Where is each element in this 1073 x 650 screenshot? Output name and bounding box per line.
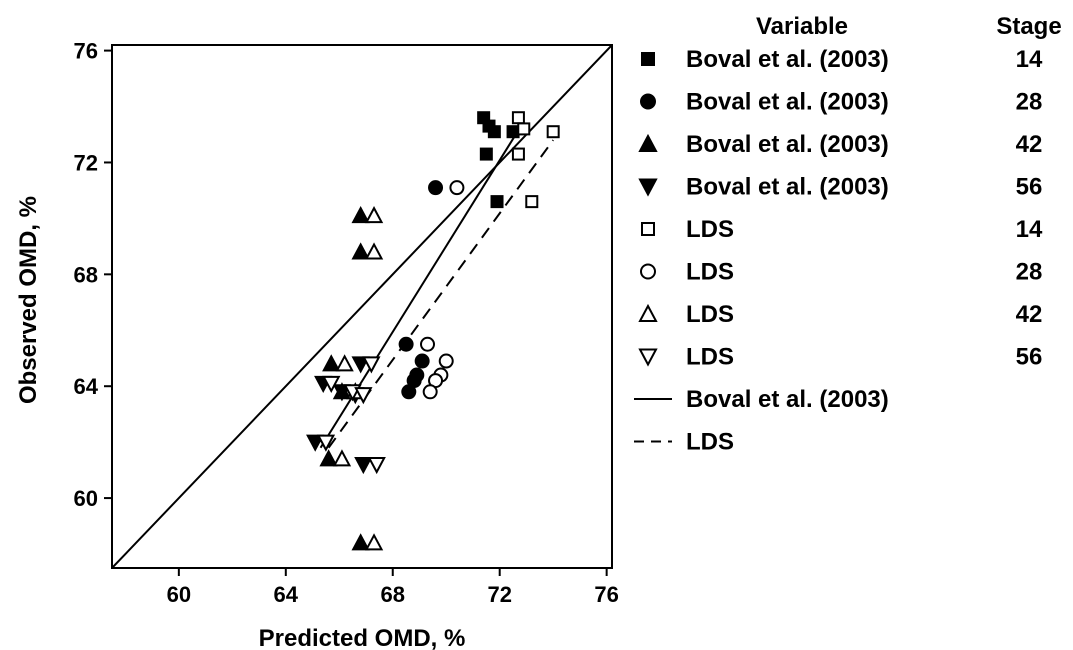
legend-marker-filled-square — [641, 52, 655, 66]
point-filled-triangle-up-stage-42-1 — [351, 242, 370, 260]
legend-marker-open-triangle-down — [638, 348, 658, 367]
point-open-triangle-down-stage-56-4 — [316, 434, 336, 452]
point-open-triangle-up-stage-42-4 — [332, 449, 352, 467]
point-filled-square-stage-14-2 — [487, 125, 501, 139]
legend-line-label: Boval et al. (2003) — [686, 386, 889, 413]
point-open-circle-stage-28-0 — [449, 180, 465, 196]
point-open-circle-stage-28-2 — [438, 353, 454, 369]
point-filled-triangle-up-stage-42-4 — [319, 449, 338, 467]
point-filled-triangle-down-stage-56-0 — [351, 356, 370, 374]
point-open-triangle-up-stage-42-5 — [364, 533, 384, 551]
point-open-square-stage-14-2 — [546, 125, 560, 139]
legend-label: LDS — [686, 344, 734, 371]
point-open-triangle-down-stage-56-3 — [354, 387, 373, 405]
x-tick-label: 64 — [274, 582, 299, 607]
legend-label: LDS — [686, 216, 734, 243]
legend-header-variable: Variable — [756, 13, 848, 40]
point-filled-triangle-up-stage-42-5 — [351, 533, 370, 551]
point-filled-triangle-up-stage-42-0 — [351, 205, 370, 224]
point-filled-circle-stage-28-2 — [414, 353, 430, 369]
legend-marker-filled-triangle-down — [638, 178, 658, 197]
legend-label: LDS — [686, 301, 734, 328]
point-filled-triangle-down-stage-56-4 — [306, 434, 325, 452]
point-open-square-stage-14-4 — [525, 195, 539, 209]
y-tick-label: 72 — [74, 150, 98, 175]
axes: 60 64 68 72 76 60 64 68 72 76 — [74, 39, 619, 607]
legend-label: Boval et al. (2003) — [686, 46, 889, 73]
legend-stage: 14 — [1016, 216, 1043, 243]
legend-label: Boval et al. (2003) — [686, 131, 889, 158]
plot-area — [112, 45, 612, 568]
point-filled-square-stage-14-5 — [490, 195, 504, 209]
legend: Boval et al. (2003) 14 Boval et al. (2003)… — [634, 46, 1043, 456]
y-tick-label: 76 — [74, 39, 98, 64]
y-tick-label: 60 — [74, 486, 98, 511]
point-filled-triangle-down-stage-56-2 — [332, 384, 352, 402]
legend-stage: 28 — [1016, 89, 1043, 116]
point-open-square-stage-14-3 — [511, 147, 525, 161]
x-tick-label: 76 — [594, 582, 618, 607]
point-open-triangle-up-stage-42-1 — [364, 242, 384, 260]
point-open-triangle-down-stage-56-5 — [367, 457, 386, 475]
legend-line-label: LDS — [686, 429, 734, 456]
legend-label: LDS — [686, 259, 734, 286]
point-filled-circle-stage-28-0 — [428, 180, 444, 196]
legend-marker-open-square — [641, 222, 655, 236]
plot-frame — [111, 44, 613, 569]
point-filled-square-stage-14-4 — [506, 125, 520, 139]
y-axis-title: Observed OMD, % — [15, 196, 42, 404]
x-tick-label: 72 — [487, 582, 511, 607]
legend-stage: 42 — [1016, 301, 1043, 328]
legend-label: Boval et al. (2003) — [686, 89, 889, 116]
point-open-square-stage-14-0 — [511, 111, 525, 125]
point-filled-square-stage-14-3 — [479, 147, 493, 161]
point-filled-circle-stage-28-5 — [401, 384, 417, 400]
point-open-triangle-down-stage-56-0 — [362, 356, 381, 374]
legend-marker-filled-circle — [640, 93, 656, 110]
point-open-triangle-up-stage-42-2 — [335, 354, 354, 372]
y-tick-label: 64 — [74, 374, 99, 399]
legend-marker-open-circle — [640, 263, 656, 280]
legend-stage: 56 — [1016, 174, 1043, 201]
x-axis-title: Predicted OMD, % — [259, 625, 466, 650]
point-filled-triangle-up-stage-42-2 — [322, 354, 341, 372]
x-tick-label: 68 — [381, 582, 405, 607]
legend-stage: 42 — [1016, 131, 1043, 158]
legend-stage: 28 — [1016, 259, 1043, 286]
legend-stage: 14 — [1016, 46, 1043, 73]
point-open-triangle-down-stage-56-1 — [322, 375, 341, 394]
legend-marker-open-triangle-up — [638, 303, 658, 322]
line-boval-1 — [319, 133, 517, 449]
legend-marker-filled-triangle-up — [638, 133, 658, 152]
legend-stage: 56 — [1016, 344, 1043, 371]
point-open-triangle-up-stage-42-0 — [364, 205, 384, 224]
point-filled-circle-stage-28-1 — [398, 336, 414, 352]
legend-header-stage: Stage — [996, 13, 1061, 40]
point-open-square-stage-14-1 — [517, 122, 531, 136]
y-tick-label: 68 — [74, 262, 98, 287]
x-tick-label: 60 — [167, 582, 191, 607]
line-boval-0 — [112, 45, 612, 568]
legend-label: Boval et al. (2003) — [686, 174, 889, 201]
point-filled-triangle-down-stage-56-5 — [354, 457, 373, 475]
point-open-circle-stage-28-1 — [420, 336, 436, 352]
point-open-circle-stage-28-5 — [422, 384, 438, 400]
